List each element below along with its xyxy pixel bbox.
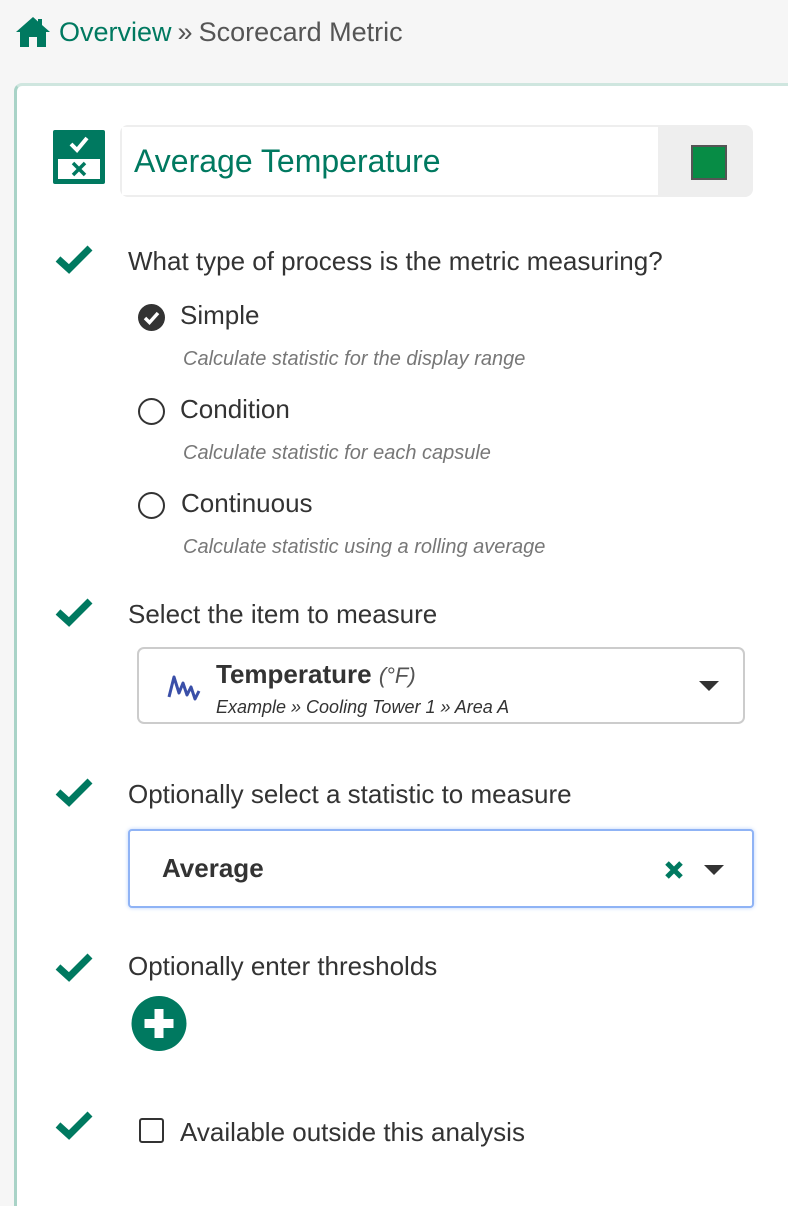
breadcrumb: Overview » Scorecard Metric <box>15 12 403 52</box>
availability-checkbox[interactable] <box>139 1118 164 1143</box>
statistic-value: Average <box>162 853 264 883</box>
chevron-down-icon[interactable] <box>704 865 724 875</box>
item-select[interactable]: Temperature (°F) Example » Cooling Tower… <box>137 647 745 724</box>
option-label[interactable]: Condition <box>180 394 290 424</box>
breadcrumb-separator: » <box>177 16 193 47</box>
thresholds-question: Optionally enter thresholds <box>128 951 438 981</box>
scorecard-icon <box>53 130 105 184</box>
color-picker-swatch[interactable] <box>691 145 727 180</box>
availability-label[interactable]: Available outside this analysis <box>180 1117 525 1147</box>
breadcrumb-overview-link[interactable]: Overview <box>59 16 172 47</box>
process-question: What type of process is the metric measu… <box>128 246 663 276</box>
radio-checked-icon[interactable] <box>138 304 165 331</box>
item-path: Example » Cooling Tower 1 » Area A <box>216 697 510 717</box>
option-description: Calculate statistic using a rolling aver… <box>183 536 546 558</box>
plus-circle-icon[interactable] <box>131 996 187 1051</box>
check-icon <box>55 778 93 807</box>
radio-simple[interactable] <box>138 304 165 336</box>
chevron-down-icon[interactable] <box>699 681 719 691</box>
check-icon <box>55 245 93 274</box>
metric-name-input[interactable] <box>122 127 658 195</box>
statistic-select[interactable]: Average <box>128 829 754 908</box>
clear-icon[interactable] <box>664 860 684 880</box>
item-name: Temperature <box>216 659 372 689</box>
check-icon <box>55 1111 93 1140</box>
radio-condition[interactable] <box>138 398 165 425</box>
signal-icon <box>167 675 201 701</box>
home-icon[interactable] <box>15 16 51 48</box>
item-unit: (°F) <box>378 663 416 688</box>
check-icon <box>55 953 93 982</box>
option-label[interactable]: Continuous <box>181 488 313 518</box>
option-description: Calculate statistic for each capsule <box>183 442 491 464</box>
option-label[interactable]: Simple <box>180 300 260 330</box>
check-icon <box>55 598 93 627</box>
radio-continuous[interactable] <box>138 492 165 519</box>
statistic-question: Optionally select a statistic to measure <box>128 779 572 809</box>
item-question: Select the item to measure <box>128 599 438 629</box>
breadcrumb-current: Scorecard Metric <box>198 16 403 47</box>
option-description: Calculate statistic for the display rang… <box>183 348 526 370</box>
